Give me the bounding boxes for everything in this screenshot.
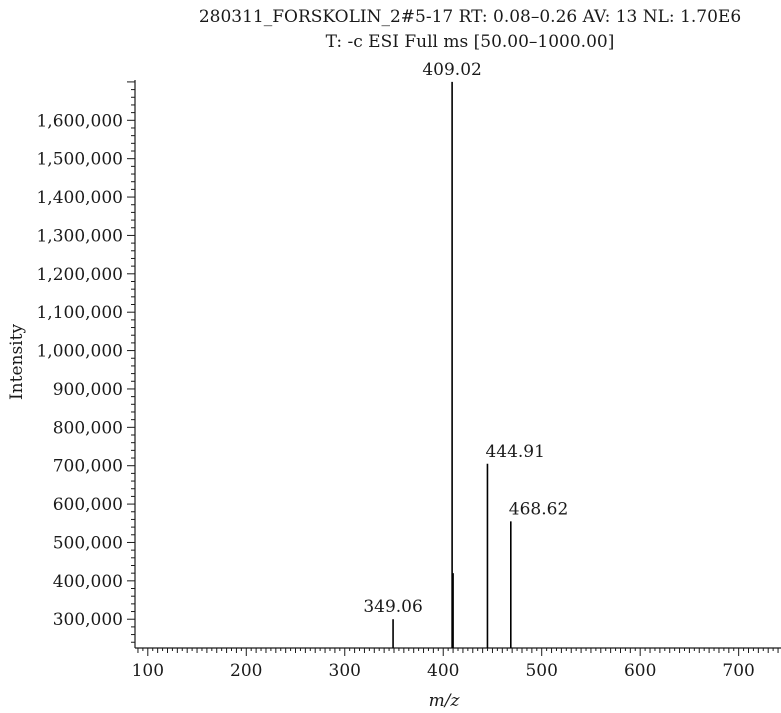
x-tick-label: 300 [329,661,361,681]
y-tick-label: 600,000 [53,495,123,515]
y-tick-label: 1,000,000 [36,342,123,362]
peak-label: 349.06 [363,597,422,617]
peak-label: 409.02 [422,60,481,80]
chart-subtitle: T: -c ESI Full ms [50.00–1000.00] [326,32,615,52]
x-axis: 100 200 300 400 500 600 700 [132,648,781,681]
y-tick-label: 300,000 [53,610,123,630]
peaks-group: 349.06 409.02 444.91 468.62 [363,60,568,648]
y-tick-label: 700,000 [53,457,123,477]
x-tick-label: 600 [624,661,656,681]
y-tick-label: 900,000 [53,380,123,400]
y-tick-label: 1,300,000 [36,226,123,246]
x-tick-label: 400 [427,661,459,681]
x-tick-label: 700 [722,661,754,681]
chart-title: 280311_FORSKOLIN_2#5-17 RT: 0.08–0.26 AV… [199,7,741,27]
x-tick-label: 200 [230,661,262,681]
x-tick-label: 500 [525,661,557,681]
y-axis-label: Intensity [7,324,27,400]
y-tick-label: 1,100,000 [36,303,123,323]
peak-label: 468.62 [509,499,568,519]
peak-label: 444.91 [485,442,544,462]
y-tick-label: 1,200,000 [36,265,123,285]
y-tick-label: 1,500,000 [36,150,123,170]
y-tick-label: 400,000 [53,572,123,592]
y-tick-label: 800,000 [53,418,123,438]
y-tick-label: 500,000 [53,533,123,553]
y-axis: 300,000 400,000 500,000 600,000 700,000 800,0… [36,80,135,648]
y-tick-label: 1,600,000 [36,111,123,131]
y-tick-label: 1,400,000 [36,188,123,208]
x-axis-label: m/z [429,691,461,711]
x-tick-label: 100 [132,661,164,681]
